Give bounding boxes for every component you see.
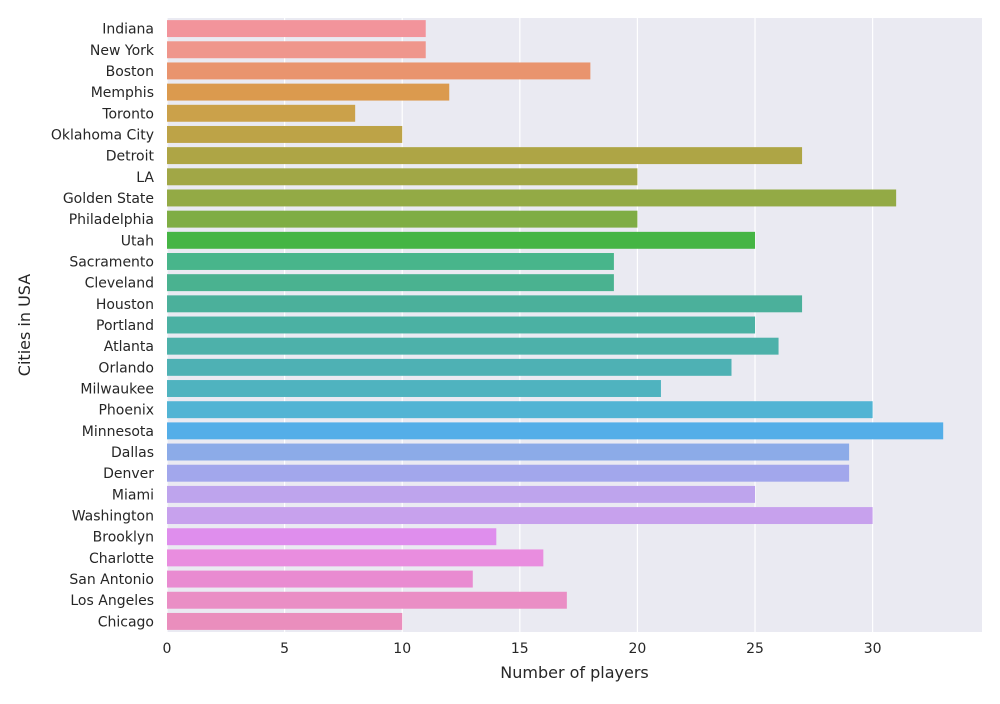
bar: [167, 210, 638, 228]
x-tick-label: 10: [393, 641, 411, 657]
y-tick-label: Cleveland: [85, 276, 154, 292]
y-tick-label: Memphis: [91, 85, 154, 101]
x-tick-label: 0: [163, 641, 172, 657]
bar: [167, 231, 756, 249]
bar: [167, 62, 591, 80]
y-tick-label: Denver: [103, 466, 154, 482]
bar: [167, 168, 638, 186]
y-tick-label: Chicago: [98, 614, 154, 630]
bar: [167, 443, 850, 461]
bar: [167, 274, 614, 292]
y-tick-label: LA: [136, 170, 154, 186]
bar: [167, 295, 803, 313]
bar: [167, 401, 873, 419]
bar: [167, 591, 567, 609]
y-tick-label: New York: [90, 43, 155, 59]
y-tick-labels: Indiana New York Boston Memphis Toronto Oklah…: [51, 22, 155, 631]
y-tick-label: Dallas: [111, 445, 154, 461]
x-tick-label: 30: [864, 641, 882, 657]
bar: [167, 570, 473, 588]
x-tick-labels: 0 5 10 15 20 25 30: [163, 641, 882, 657]
bar: [167, 380, 661, 397]
bar: [167, 549, 544, 567]
x-tick-label: 15: [511, 641, 529, 657]
bar: [167, 125, 403, 143]
bar: [167, 147, 803, 165]
y-tick-label: Indiana: [102, 22, 154, 38]
y-tick-label: Brooklyn: [93, 530, 154, 546]
y-tick-label: Detroit: [106, 149, 155, 165]
bar: [167, 528, 497, 546]
x-tick-label: 25: [746, 641, 764, 657]
y-tick-label: Houston: [96, 297, 154, 313]
bar: [167, 485, 756, 503]
y-axis-label: Cities in USA: [15, 274, 34, 376]
bar: [167, 422, 944, 440]
y-tick-label: Minnesota: [82, 424, 154, 440]
bar: [167, 20, 426, 38]
y-tick-label: San Antonio: [69, 572, 154, 588]
bar: [167, 507, 873, 525]
bar: [167, 464, 850, 482]
y-tick-label: Boston: [106, 64, 154, 80]
y-tick-label: Golden State: [63, 191, 154, 207]
x-axis-label: Number of players: [500, 663, 649, 682]
bar: [167, 41, 426, 59]
y-tick-label: Washington: [72, 509, 154, 525]
y-tick-label: Utah: [121, 233, 154, 249]
y-tick-label: Charlotte: [89, 551, 154, 567]
bar: [167, 189, 897, 207]
y-tick-label: Orlando: [98, 360, 154, 376]
y-tick-label: Milwaukee: [80, 382, 154, 398]
y-tick-label: Portland: [96, 318, 154, 334]
y-tick-label: Philadelphia: [69, 212, 154, 228]
bar: [167, 612, 403, 630]
x-tick-label: 20: [629, 641, 647, 657]
y-tick-label: Phoenix: [98, 403, 154, 419]
bar: [167, 104, 356, 122]
bar: [167, 83, 450, 101]
bar: [167, 358, 732, 376]
bar: [167, 316, 756, 334]
y-tick-label: Los Angeles: [70, 593, 154, 609]
x-tick-label: 5: [280, 641, 289, 657]
bar: [167, 337, 779, 355]
y-tick-label: Sacramento: [69, 254, 154, 270]
y-tick-label: Miami: [112, 487, 154, 503]
y-tick-label: Oklahoma City: [51, 127, 154, 143]
bars: [167, 20, 944, 630]
y-tick-label: Atlanta: [104, 339, 154, 355]
y-tick-label: Toronto: [101, 106, 154, 122]
bar: [167, 253, 614, 270]
